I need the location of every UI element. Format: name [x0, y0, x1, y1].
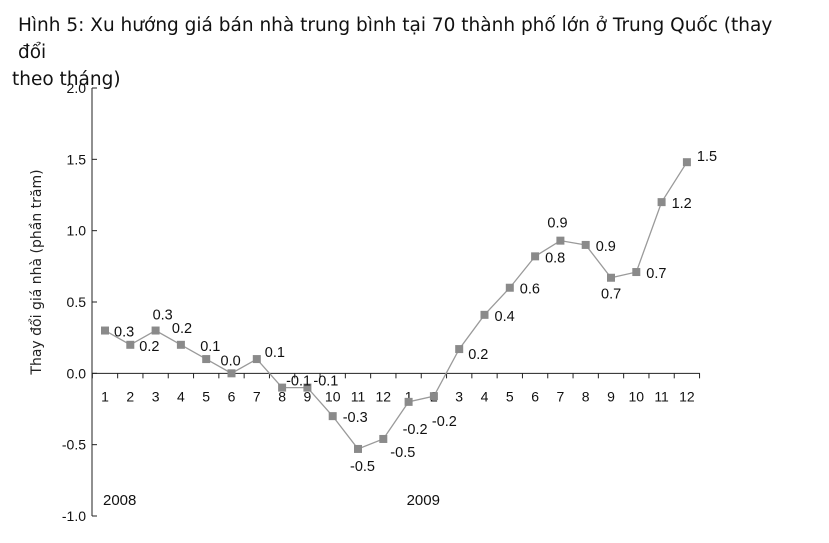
- data-label: 0.0: [221, 353, 241, 369]
- x-tick-label: 3: [455, 388, 463, 404]
- data-point: [354, 444, 362, 453]
- x-tick-label: 8: [278, 388, 286, 404]
- x-tick-label: 6: [531, 388, 539, 404]
- data-point: [252, 355, 261, 364]
- data-label: -0.1: [286, 374, 311, 390]
- x-tick-label: 12: [679, 388, 695, 404]
- x-tick-label: 11: [351, 388, 366, 404]
- data-label: 1.2: [672, 196, 692, 212]
- chart-title: Hình 5: Xu hướng giá bán nhà trung bình …: [12, 12, 802, 93]
- y-axis-label: Thay đổi giá nhà (phần trăm): [28, 169, 45, 375]
- y-tick-label: 0.0: [67, 365, 87, 381]
- data-label: 0.8: [545, 250, 565, 266]
- y-tick-label: 1.5: [67, 151, 87, 167]
- data-label: -0.1: [313, 374, 338, 390]
- x-tick-label: 8: [582, 388, 590, 404]
- data-point: [657, 198, 666, 207]
- x-tick-label: 7: [253, 388, 261, 404]
- x-tick-label: 3: [152, 388, 160, 404]
- data-point: [632, 268, 641, 277]
- data-label: 0.7: [601, 287, 621, 303]
- chart-axes: 2.01.51.00.50.0-0.5-1.012345678910111212…: [62, 80, 701, 524]
- x-tick-label: 7: [557, 388, 565, 404]
- x-tick-label: 2: [126, 388, 134, 404]
- data-label: -0.5: [390, 445, 415, 461]
- x-tick-label: 5: [506, 388, 514, 404]
- data-point: [176, 340, 185, 349]
- data-label: -0.5: [350, 459, 375, 475]
- data-point: [404, 397, 413, 406]
- data-point: [505, 283, 514, 292]
- data-point: [607, 273, 615, 282]
- x-tick-label: 9: [607, 388, 615, 404]
- chart-plot-area: 0.30.20.30.20.10.00.1-0.1 -0.1-0.3-0.5-0.…: [101, 149, 717, 475]
- series-line: [104, 161, 688, 450]
- x-tick-label: 10: [629, 388, 645, 404]
- year-label: 2009: [407, 492, 440, 509]
- data-label: 0.2: [139, 339, 159, 355]
- year-label: 2008: [103, 492, 136, 509]
- data-label: -0.2: [403, 422, 428, 438]
- y-tick-label: -0.5: [62, 437, 86, 453]
- data-label: 1.5: [697, 149, 717, 165]
- y-tick-label: 2.0: [67, 80, 87, 96]
- x-tick-label: 5: [202, 388, 210, 404]
- data-label: 0.6: [520, 282, 540, 298]
- y-tick-label: -1.0: [62, 508, 86, 524]
- data-point: [328, 412, 337, 421]
- data-label: 0.1: [200, 339, 220, 355]
- y-tick-label: 0.5: [67, 294, 87, 310]
- data-point: [379, 434, 388, 443]
- data-point: [455, 345, 464, 354]
- data-label: 0.2: [172, 321, 192, 337]
- data-label: 0.7: [646, 266, 666, 282]
- data-label: 0.4: [495, 309, 515, 325]
- data-point: [101, 326, 109, 335]
- data-point: [278, 383, 287, 392]
- x-tick-label: 12: [376, 388, 392, 404]
- data-point: [303, 383, 312, 392]
- y-tick-label: 1.0: [67, 223, 87, 239]
- x-tick-label: 1: [405, 388, 413, 404]
- data-point: [531, 252, 540, 261]
- data-label: -0.3: [343, 410, 368, 426]
- x-tick-label: 4: [481, 388, 489, 404]
- data-point: [227, 369, 236, 378]
- data-point: [202, 355, 211, 364]
- data-label: 0.3: [114, 325, 134, 341]
- x-tick-label: 11: [654, 388, 669, 404]
- data-label: 0.1: [265, 345, 285, 361]
- chart-title-line-2: theo tháng): [12, 69, 121, 90]
- data-point: [480, 310, 489, 319]
- data-label: 0.9: [547, 216, 567, 232]
- data-point: [126, 340, 135, 349]
- data-label: 0.2: [468, 347, 488, 363]
- x-tick-label: 1: [101, 388, 109, 404]
- data-label: 0.3: [153, 308, 173, 324]
- data-point: [429, 392, 438, 401]
- data-point: [556, 236, 565, 245]
- x-tick-label: 10: [325, 388, 341, 404]
- data-label: -0.2: [432, 414, 457, 430]
- x-tick-label: 9: [304, 388, 312, 404]
- data-label: 0.9: [596, 239, 616, 255]
- data-point: [581, 240, 590, 249]
- x-tick-label: 4: [177, 388, 185, 404]
- data-point: [151, 326, 160, 335]
- chart-title-line-1: Hình 5: Xu hướng giá bán nhà trung bình …: [18, 15, 773, 63]
- x-tick-label: 6: [228, 388, 236, 404]
- data-point: [682, 158, 691, 167]
